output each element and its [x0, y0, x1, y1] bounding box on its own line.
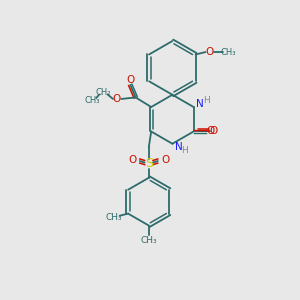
- Text: N: N: [175, 142, 183, 152]
- Text: O: O: [205, 47, 213, 57]
- Text: H: H: [182, 146, 188, 155]
- Text: CH₃: CH₃: [221, 48, 236, 57]
- Text: O: O: [210, 127, 218, 136]
- Text: N: N: [196, 99, 204, 109]
- Text: CH₃: CH₃: [106, 213, 122, 222]
- Text: CH₃: CH₃: [84, 96, 100, 105]
- Text: O: O: [112, 94, 121, 104]
- Text: O: O: [206, 127, 214, 136]
- Text: CH₃: CH₃: [140, 236, 157, 245]
- Text: CH₂: CH₂: [96, 88, 111, 97]
- Text: O: O: [126, 74, 134, 85]
- Text: O: O: [161, 155, 169, 166]
- Text: S: S: [145, 157, 153, 170]
- Text: O: O: [128, 155, 136, 166]
- Text: H: H: [203, 96, 209, 105]
